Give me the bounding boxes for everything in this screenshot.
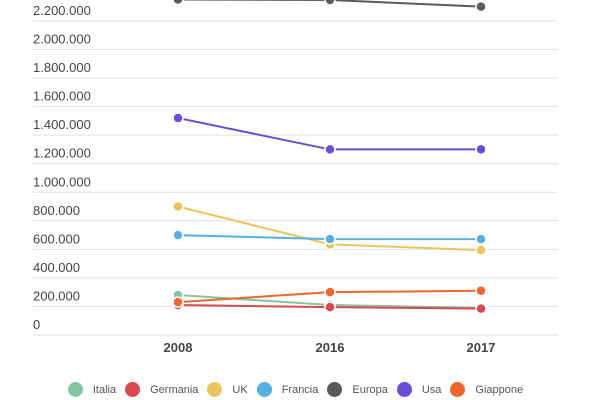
y-tick-label: 1.600.000 bbox=[33, 89, 91, 104]
series-line bbox=[177, 0, 482, 8]
data-point bbox=[475, 143, 487, 156]
data-point bbox=[324, 286, 336, 298]
legend-label: UK bbox=[232, 383, 248, 396]
gridlines bbox=[33, 20, 558, 336]
legend-item: Usa bbox=[396, 382, 442, 397]
y-tick-label: 2.200.000 bbox=[33, 3, 91, 18]
y-tick-label: 1.200.000 bbox=[33, 146, 91, 161]
data-point bbox=[475, 244, 487, 256]
x-tick-label: 2017 bbox=[467, 340, 496, 355]
y-tick-label: 1.800.000 bbox=[33, 60, 91, 75]
legend-item: Francia bbox=[256, 382, 319, 397]
y-tick-label: 1.000.000 bbox=[33, 174, 91, 189]
data-point bbox=[172, 229, 184, 241]
y-axis-ticks: 0 200.000 400.000 600.000 800.000 1.000.000 1.… bbox=[33, 3, 91, 332]
legend-swatch-icon bbox=[125, 382, 141, 397]
data-point bbox=[324, 233, 336, 245]
x-axis-ticks: 2008 2016 2017 bbox=[164, 340, 496, 355]
data-point bbox=[475, 302, 487, 315]
x-tick-label: 2008 bbox=[164, 340, 193, 355]
series-francia bbox=[172, 229, 487, 245]
y-tick-label: 200.000 bbox=[33, 288, 80, 303]
series-lines bbox=[172, 0, 487, 315]
y-tick-label: 600.000 bbox=[33, 231, 80, 246]
data-point bbox=[172, 0, 184, 6]
data-point bbox=[475, 233, 487, 245]
data-point bbox=[324, 0, 336, 6]
legend-swatch-icon bbox=[256, 382, 272, 397]
legend-item: Italia bbox=[67, 382, 117, 397]
y-tick-label: 800.000 bbox=[33, 203, 80, 218]
legend-label: Germania bbox=[150, 383, 199, 396]
series-usa bbox=[172, 112, 487, 156]
legend-swatch-icon bbox=[207, 382, 223, 397]
data-point bbox=[475, 284, 487, 297]
data-point bbox=[475, 0, 487, 13]
legend-item: Giappone bbox=[450, 382, 523, 397]
legend-item: Germania bbox=[125, 382, 198, 397]
legend-item: UK bbox=[207, 382, 248, 397]
y-tick-label: 1.400.000 bbox=[33, 117, 91, 132]
legend-label: Usa bbox=[421, 383, 442, 396]
legend-label: Italia bbox=[92, 383, 117, 396]
data-point bbox=[324, 143, 336, 156]
legend-label: Francia bbox=[281, 383, 319, 396]
data-point bbox=[324, 301, 336, 313]
data-point bbox=[172, 296, 184, 308]
data-point bbox=[172, 112, 184, 124]
legend-label: Giappone bbox=[475, 383, 524, 396]
legend: Italia Germania UK Francia Europa Usa Giappone bbox=[0, 382, 600, 397]
x-tick-label: 2016 bbox=[316, 340, 345, 355]
legend-item: Europa bbox=[327, 382, 388, 397]
series-europa bbox=[172, 0, 487, 13]
legend-swatch-icon bbox=[67, 382, 83, 397]
legend-swatch-icon bbox=[450, 382, 466, 397]
legend-swatch-icon bbox=[396, 382, 412, 397]
legend-label: Europa bbox=[352, 383, 388, 396]
data-point bbox=[172, 200, 184, 213]
y-tick-label: 400.000 bbox=[33, 260, 80, 275]
y-tick-label: 2.000.000 bbox=[33, 32, 91, 47]
series-uk bbox=[172, 200, 487, 256]
legend-swatch-icon bbox=[327, 382, 343, 397]
y-tick-label: 0 bbox=[33, 317, 40, 332]
series-giappone bbox=[172, 284, 487, 308]
